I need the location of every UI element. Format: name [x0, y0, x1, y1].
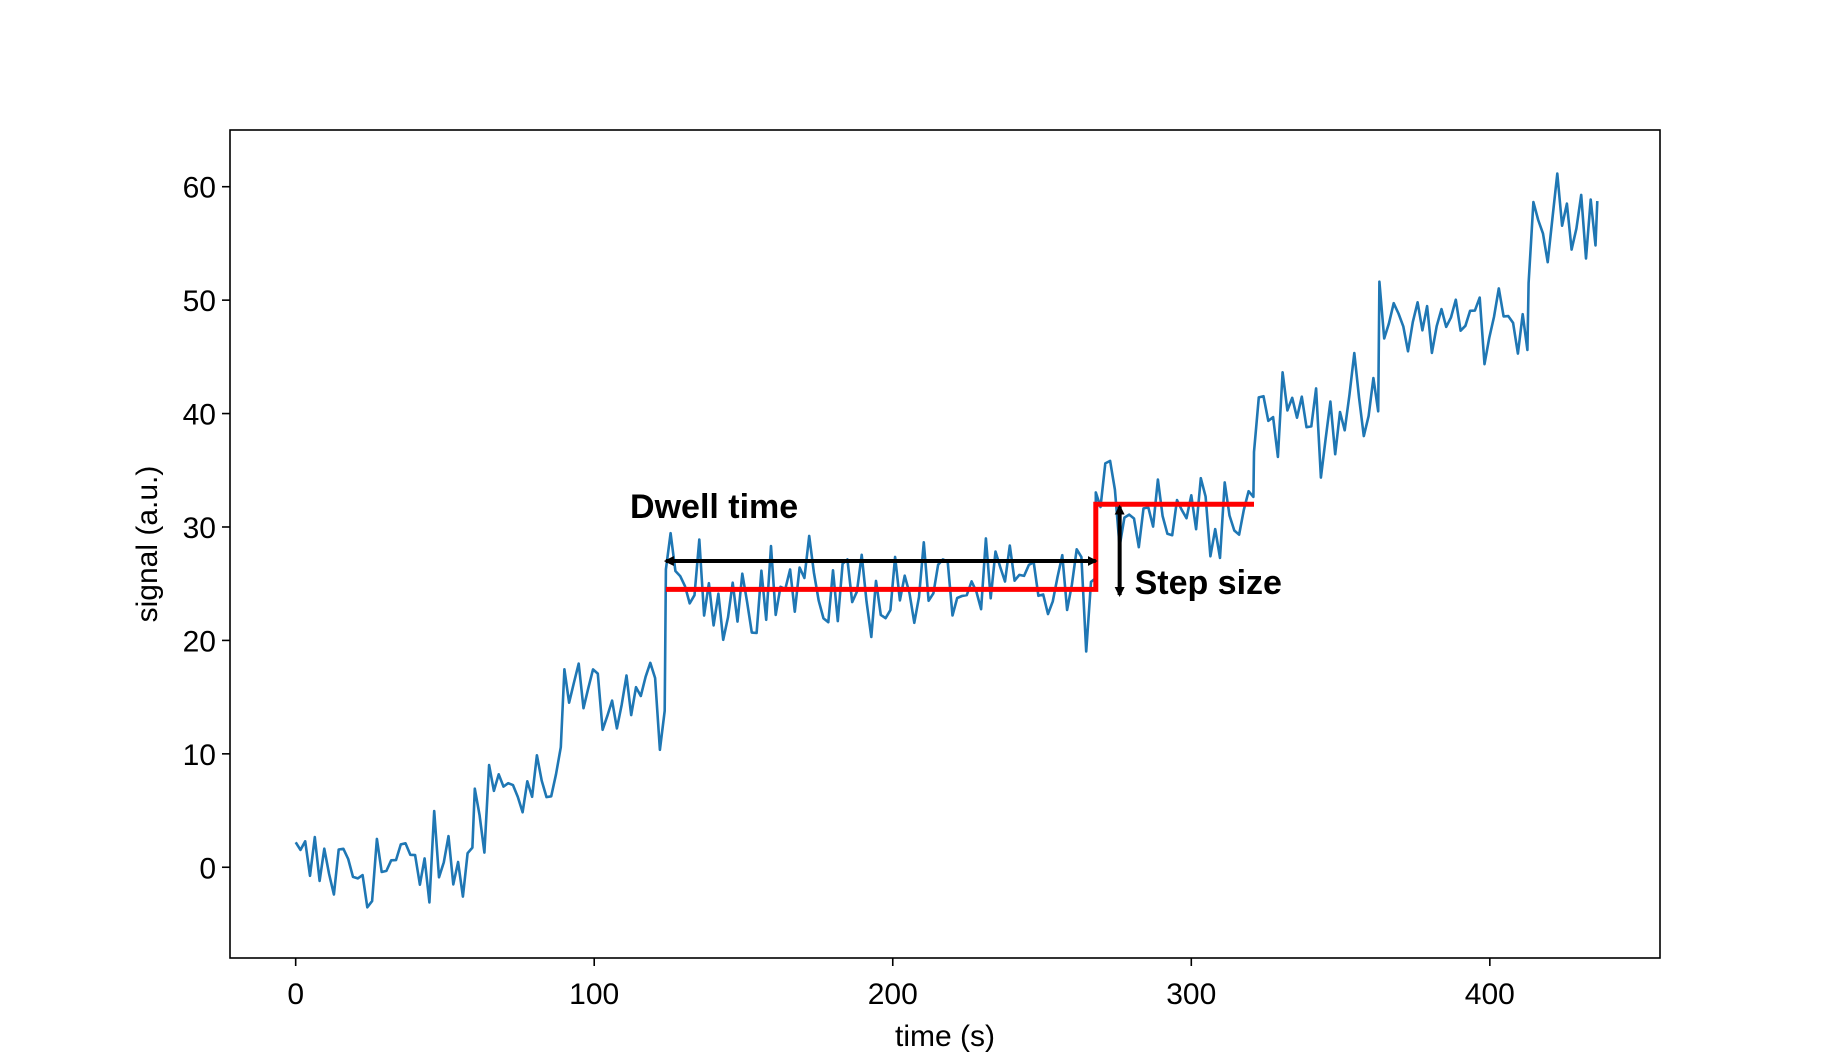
x-tick-label: 300	[1166, 978, 1216, 1011]
x-tick-label: 400	[1465, 978, 1515, 1011]
dwell-time-label: Dwell time	[630, 488, 798, 526]
y-axis-title: signal (a.u.)	[131, 466, 164, 623]
x-tick-label: 0	[287, 978, 304, 1011]
plot-frame	[229, 129, 1661, 959]
signal-series-line	[294, 172, 1599, 909]
y-tick-label: 10	[183, 739, 216, 772]
y-tick-label: 60	[183, 172, 216, 205]
y-tick-label: 0	[199, 852, 216, 885]
y-tick-label: 50	[183, 285, 216, 318]
x-axis-title: time (s)	[895, 1020, 995, 1053]
y-tick-label: 40	[183, 399, 216, 432]
step-size-label: Step size	[1135, 564, 1282, 602]
x-tick-label: 200	[868, 978, 918, 1011]
y-tick-label: 30	[183, 512, 216, 545]
y-tick-label: 20	[183, 625, 216, 658]
x-tick-label: 100	[569, 978, 619, 1011]
step-fit-line	[665, 501, 1254, 592]
